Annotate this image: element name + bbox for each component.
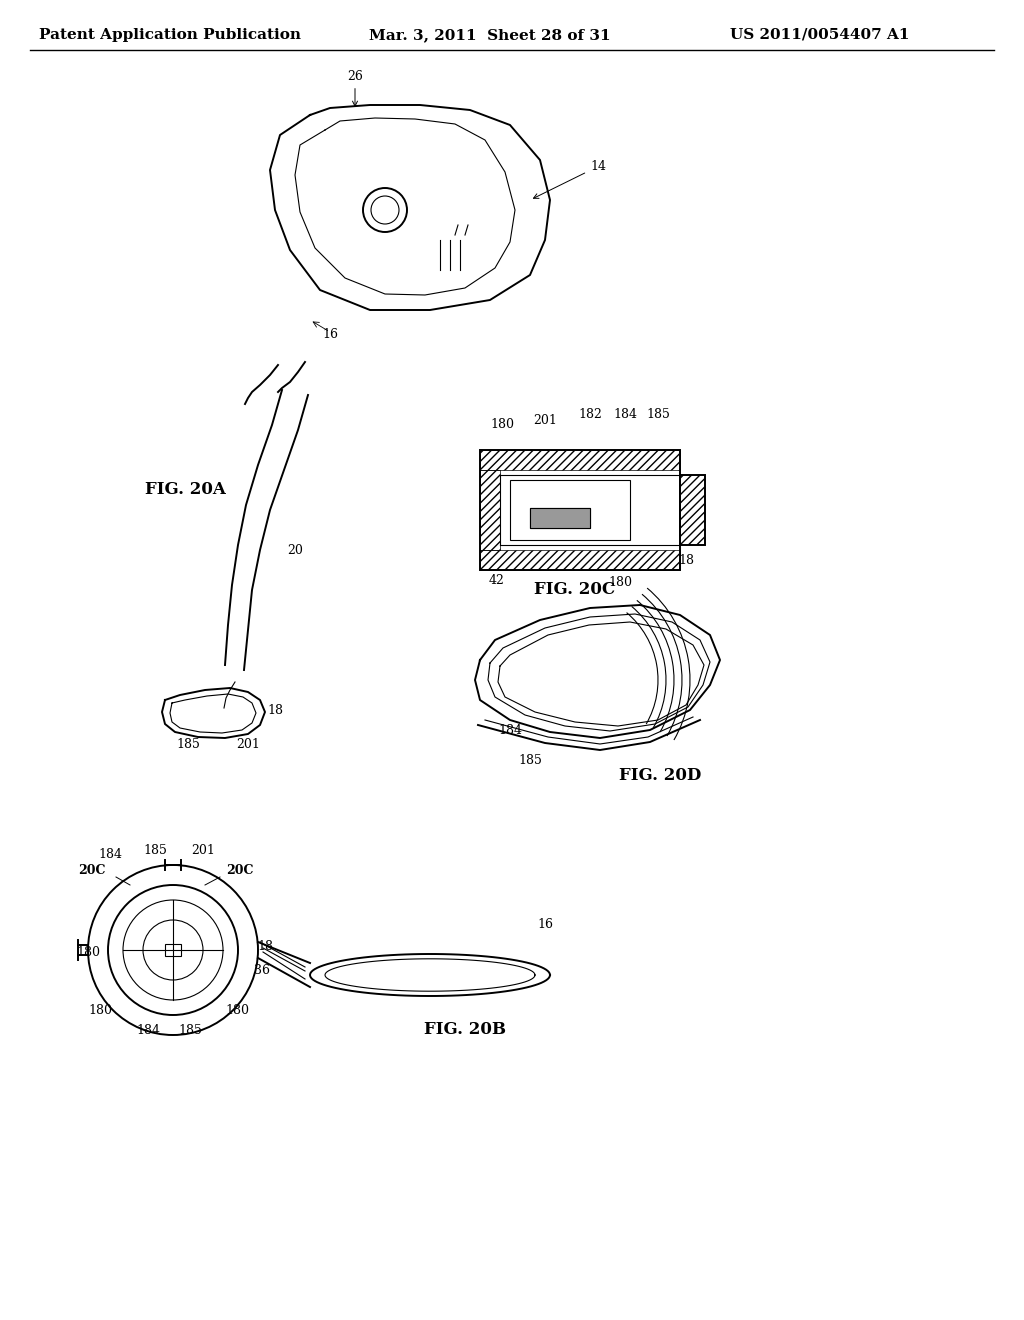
Text: 185: 185: [518, 754, 542, 767]
Text: 20C: 20C: [78, 863, 105, 876]
Text: 182: 182: [579, 408, 602, 421]
Text: 18: 18: [257, 940, 273, 953]
Text: Patent Application Publication: Patent Application Publication: [39, 28, 301, 42]
Bar: [680, 475, 705, 545]
Bar: [480, 450, 680, 470]
Text: 42: 42: [489, 573, 505, 586]
Text: 201: 201: [534, 413, 557, 426]
Text: 184: 184: [136, 1023, 160, 1036]
Text: 185: 185: [143, 843, 167, 857]
Text: 180: 180: [76, 945, 100, 958]
Text: 184: 184: [613, 408, 637, 421]
Bar: [530, 508, 590, 528]
Text: 180: 180: [225, 1003, 249, 1016]
Bar: [480, 450, 680, 570]
Bar: [510, 480, 630, 540]
Text: 184: 184: [498, 723, 522, 737]
Text: FIG. 20C: FIG. 20C: [535, 582, 615, 598]
Text: 16: 16: [537, 919, 553, 932]
Text: 185: 185: [178, 1023, 202, 1036]
Text: FIG. 20B: FIG. 20B: [424, 1022, 506, 1039]
Text: 26: 26: [347, 70, 362, 106]
Text: Mar. 3, 2011  Sheet 28 of 31: Mar. 3, 2011 Sheet 28 of 31: [370, 28, 610, 42]
Text: 185: 185: [646, 408, 670, 421]
Text: 20C: 20C: [226, 863, 254, 876]
Text: 20: 20: [287, 544, 303, 557]
Text: 201: 201: [191, 843, 215, 857]
Text: 201: 201: [237, 738, 260, 751]
Text: 16: 16: [322, 329, 338, 342]
Text: 18: 18: [678, 553, 694, 566]
Text: 185: 185: [176, 738, 200, 751]
Bar: [530, 508, 590, 528]
Text: 180: 180: [608, 576, 632, 589]
Text: FIG. 20A: FIG. 20A: [144, 482, 225, 499]
Bar: [480, 550, 680, 570]
Text: 14: 14: [534, 160, 606, 198]
Text: FIG. 20D: FIG. 20D: [618, 767, 701, 784]
Text: 18: 18: [267, 704, 283, 717]
Bar: [480, 470, 500, 550]
Text: 184: 184: [98, 849, 122, 862]
Text: US 2011/0054407 A1: US 2011/0054407 A1: [730, 28, 909, 42]
Text: 180: 180: [88, 1003, 112, 1016]
Text: 180: 180: [490, 418, 514, 432]
Bar: [165, 944, 181, 956]
Text: 36: 36: [254, 964, 270, 977]
